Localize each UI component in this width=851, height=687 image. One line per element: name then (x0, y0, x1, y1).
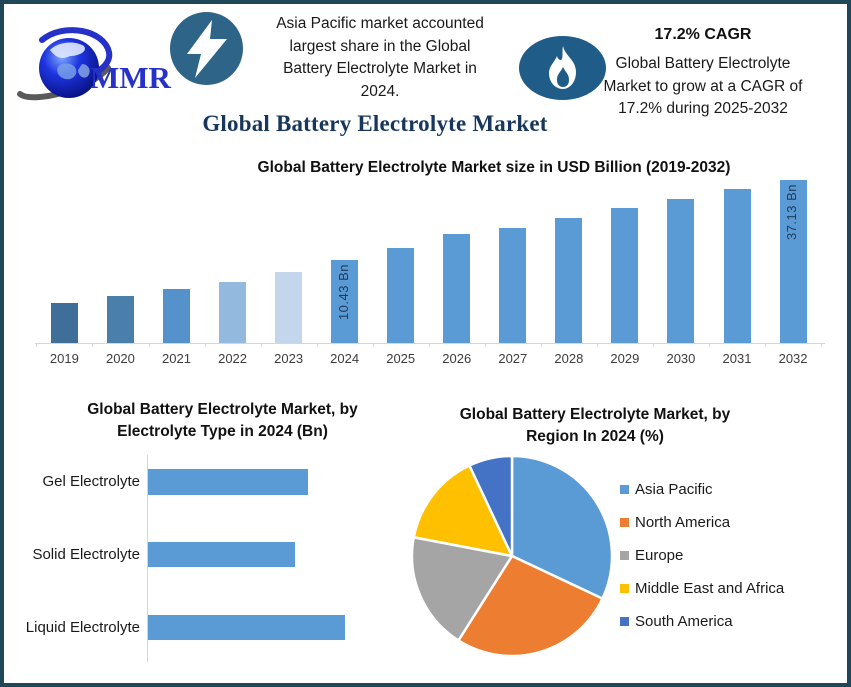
hbar-liquid-electrolyte (148, 615, 345, 640)
logo-text: MMR (90, 60, 171, 95)
x-axis-tick (148, 343, 150, 347)
pie-slice-europe (410, 536, 514, 642)
year-label-2025: 2025 (386, 351, 416, 366)
bar-2020 (106, 296, 134, 343)
page-title: Global Battery Electrolyte Market (202, 111, 548, 136)
year-label-2032: 2032 (778, 351, 808, 366)
x-axis-tick (765, 343, 767, 347)
bar-2032 (779, 180, 807, 343)
x-axis-tick (372, 343, 374, 347)
type-axis-line (147, 455, 148, 662)
year-label-2026: 2026 (442, 351, 472, 366)
legend-marker-icon (620, 617, 629, 626)
type-chart-title: Global Battery Electrolyte Market, by El… (87, 401, 358, 440)
pie-chart-title: Global Battery Electrolyte Market, by Re… (459, 406, 731, 445)
category-label-1: Solid Electrolyte (32, 545, 140, 563)
legend-marker-icon (620, 551, 629, 560)
x-axis-tick (540, 343, 542, 347)
x-axis-tick (428, 343, 430, 347)
year-label-2022: 2022 (218, 351, 248, 366)
legend-label: Asia Pacific (635, 481, 713, 498)
bar-2028 (555, 218, 583, 343)
year-label-2021: 2021 (162, 351, 191, 366)
globe-icon (17, 27, 113, 101)
legend-marker-icon (620, 518, 629, 527)
mmr-logo: MMR (12, 12, 171, 104)
pie-chart (410, 454, 614, 658)
year-label-2029: 2029 (610, 351, 640, 366)
x-axis-line (35, 343, 825, 344)
lightning-bolt-icon (170, 12, 243, 85)
x-axis-tick (821, 343, 823, 347)
hbar-solid-electrolyte (148, 542, 295, 567)
category-label-0: Gel Electrolyte (42, 473, 140, 490)
hbar-gel-electrolyte (148, 469, 308, 495)
x-axis-tick (36, 343, 38, 347)
pie-slice-south-america (468, 454, 514, 558)
bar-2022 (219, 282, 247, 343)
legend-marker-icon (620, 584, 629, 593)
x-axis-tick (92, 343, 94, 347)
legend-label: North America (635, 514, 731, 531)
category-label-2: Liquid Electrolyte (25, 618, 140, 636)
x-axis-tick (316, 343, 318, 347)
pie-slice-north-america (457, 554, 604, 658)
bar-2027 (499, 228, 527, 343)
type-chart-plot: Gel Electrolyte Solid Electrolyte Liquid E… (0, 380, 430, 680)
x-axis-tick (709, 343, 710, 347)
x-axis-tick (484, 343, 486, 347)
year-label-2024: 2024 (330, 351, 360, 366)
flame-icon (519, 36, 606, 100)
x-axis-tick (204, 343, 206, 347)
year-label-2031: 2031 (722, 351, 752, 366)
bar-2023 (275, 272, 303, 343)
x-axis-tick (652, 343, 654, 347)
pie-slice-middle-east-and-africa (412, 464, 514, 558)
legend-marker-icon (620, 485, 629, 494)
year-label-2027: 2027 (498, 351, 528, 366)
bar-chart-title: Global Battery Electrolyte Market size i… (257, 159, 731, 176)
bar-2019 (50, 303, 78, 343)
bar-2031 (723, 189, 751, 343)
bar-2026 (443, 234, 471, 343)
bar-chart-plot: 2019 2020 2021 2022 2023 2024 10.43 Bn 2025 2026… (35, 180, 825, 366)
cagr-headline: 17.2% CAGR (654, 26, 752, 43)
pie-slice-asia-pacific (510, 454, 614, 600)
bar-2025 (387, 248, 415, 343)
year-label-2028: 2028 (554, 351, 584, 366)
bar-2029 (611, 208, 639, 343)
legend-label: South America (635, 613, 733, 630)
bar-value-label-2032: 37.13 Bn (784, 184, 800, 241)
x-axis-tick (596, 343, 598, 347)
year-label-2023: 2023 (274, 351, 304, 366)
year-label-2019: 2019 (49, 351, 79, 366)
x-axis-tick (260, 343, 262, 347)
market-share-note: Asia Pacific market accounted largest sh… (276, 15, 484, 100)
legend-label: Middle East and Africa (635, 580, 785, 597)
legend-label: Europe (635, 547, 684, 564)
year-label-2020: 2020 (105, 351, 135, 366)
year-label-2030: 2030 (666, 351, 696, 366)
cagr-note: Global Battery Electrolyte Market to gro… (603, 55, 803, 117)
bar-value-label-2024: 10.43 Bn (335, 264, 351, 321)
bar-2030 (667, 199, 695, 343)
bar-2024 (331, 260, 359, 343)
bar-2021 (163, 289, 190, 343)
